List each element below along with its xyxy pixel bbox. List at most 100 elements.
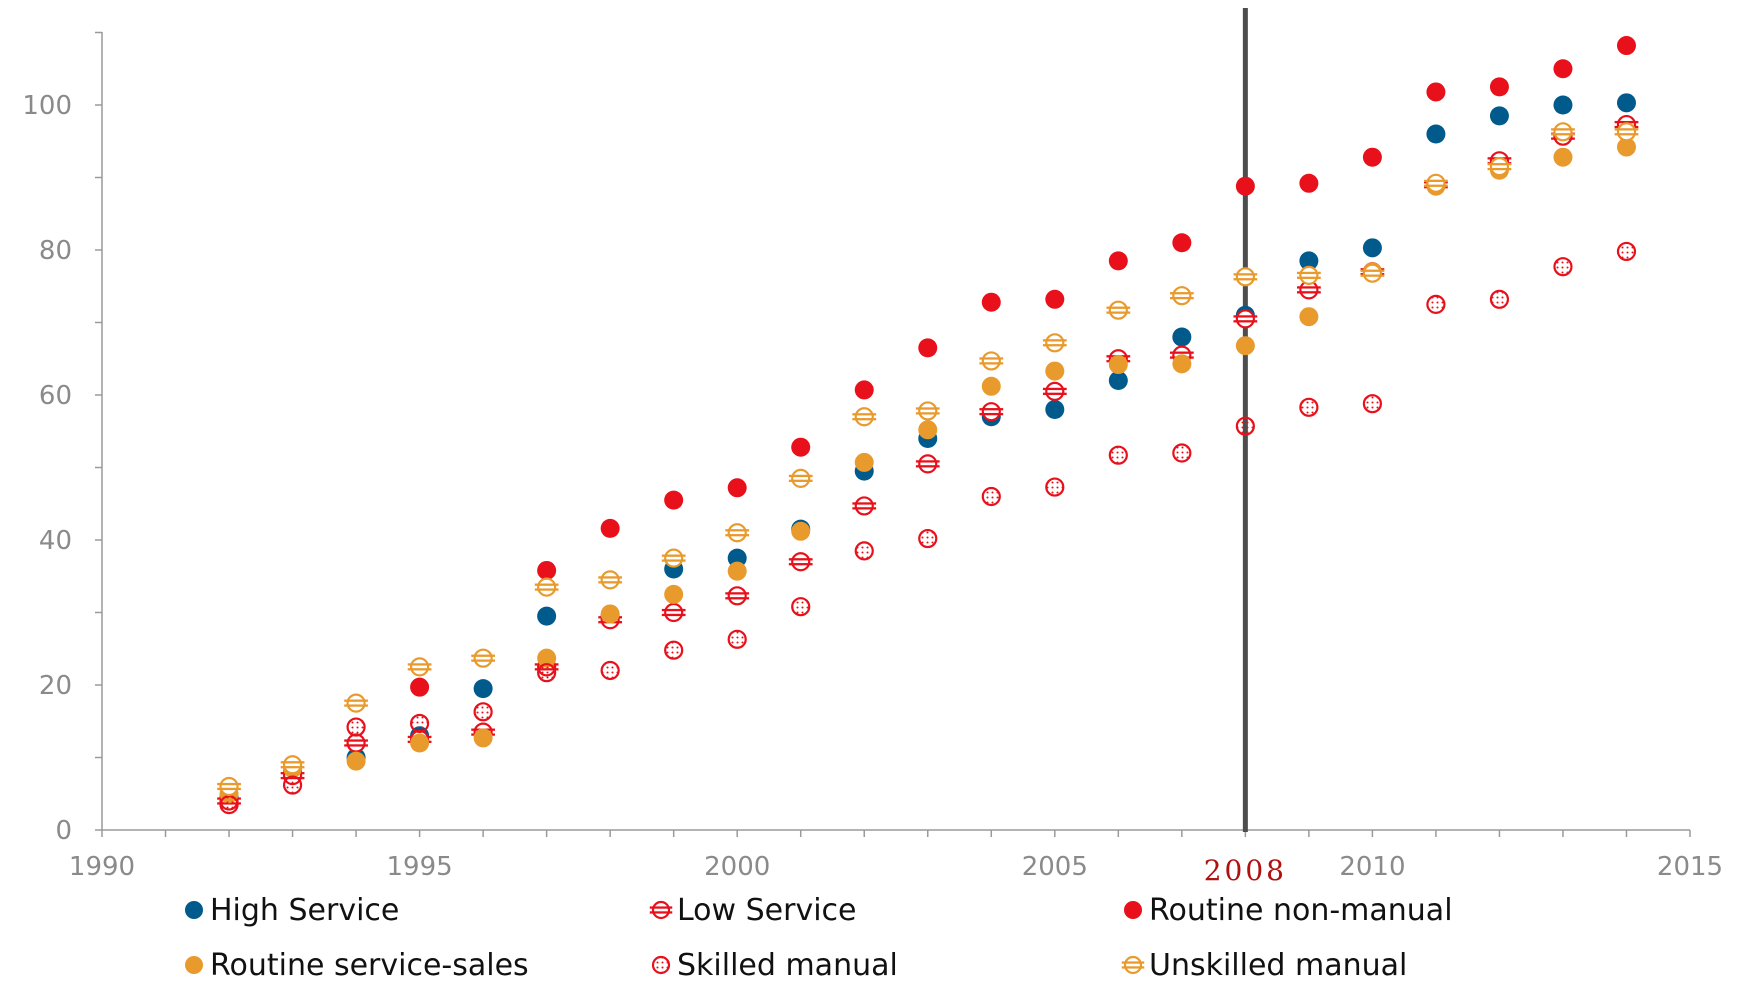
data-point xyxy=(791,437,811,457)
data-point xyxy=(346,751,366,771)
data-point xyxy=(1426,82,1446,102)
data-point xyxy=(1489,289,1510,309)
data-point xyxy=(854,541,874,561)
series-5 xyxy=(217,122,1639,797)
data-point xyxy=(598,570,623,590)
x-tick-label: 2005 xyxy=(1022,852,1088,882)
data-point xyxy=(915,454,940,474)
data-point xyxy=(1553,147,1573,167)
legend-item: Routine service-sales xyxy=(185,948,529,983)
legend-item: Skilled manual xyxy=(651,948,898,983)
data-point xyxy=(1616,36,1636,56)
data-point xyxy=(1426,124,1446,144)
data-point xyxy=(727,561,747,581)
data-point xyxy=(282,775,303,795)
data-point xyxy=(1108,251,1128,271)
data-point xyxy=(473,728,493,748)
data-point xyxy=(1553,59,1573,79)
data-point xyxy=(661,602,686,623)
data-point xyxy=(600,660,620,681)
data-point xyxy=(280,755,305,775)
data-point xyxy=(981,292,1001,312)
x-tick-label: 2000 xyxy=(704,852,770,882)
data-point xyxy=(1172,233,1192,253)
data-point xyxy=(410,733,430,753)
data-point xyxy=(1614,122,1639,142)
data-point xyxy=(1362,394,1383,414)
data-point xyxy=(1045,477,1065,497)
data-point xyxy=(1172,327,1192,347)
data-point xyxy=(600,604,620,624)
data-point xyxy=(918,528,938,549)
data-point xyxy=(1045,289,1065,309)
data-point xyxy=(979,351,1004,371)
data-point xyxy=(1489,106,1509,126)
data-point xyxy=(473,679,493,699)
data-point xyxy=(410,677,430,697)
y-tick-label: 20 xyxy=(39,671,72,701)
legend-marker xyxy=(185,956,203,974)
legend: High Service Low Service Routine non-manua… xyxy=(185,893,1453,983)
axis-ticks: 0 20 40 60 80 100 1990 1995 2000 2005 2010 2015 xyxy=(22,31,1723,882)
series-1 xyxy=(217,114,1639,811)
data-point xyxy=(1235,336,1255,356)
x-tick-label: 1990 xyxy=(69,852,135,882)
data-point xyxy=(1616,241,1637,262)
reference-line-label: 2008 xyxy=(1204,854,1287,887)
data-point xyxy=(1424,173,1448,193)
data-point xyxy=(219,795,239,815)
data-point xyxy=(852,407,877,427)
data-point xyxy=(1487,157,1512,177)
x-tick-label: 1995 xyxy=(387,852,453,882)
data-point xyxy=(727,629,747,649)
data-point xyxy=(1045,400,1065,419)
data-point xyxy=(1299,397,1319,417)
data-point xyxy=(1233,309,1258,329)
data-point xyxy=(915,401,940,421)
legend-marker xyxy=(185,901,203,919)
data-point xyxy=(537,606,557,626)
legend-label: Routine service-sales xyxy=(210,948,529,983)
data-point xyxy=(346,717,366,737)
data-point xyxy=(918,420,938,440)
legend-label: Routine non-manual xyxy=(1149,893,1453,928)
data-point xyxy=(1616,93,1636,113)
series-4 xyxy=(219,241,1637,815)
legend-marker xyxy=(1124,901,1142,919)
y-tick-label: 80 xyxy=(39,236,72,266)
data-point xyxy=(725,523,750,543)
data-point xyxy=(1299,307,1319,327)
legend-label: Skilled manual xyxy=(677,948,898,983)
data-point xyxy=(1553,257,1573,277)
series-0 xyxy=(219,93,1636,807)
legend-item: Routine non-manual xyxy=(1124,893,1453,928)
data-point xyxy=(1426,294,1446,314)
data-point xyxy=(918,338,938,358)
data-point xyxy=(471,648,495,668)
data-point xyxy=(344,733,368,753)
legend-marker xyxy=(1121,955,1145,975)
data-point xyxy=(1233,267,1258,287)
data-point xyxy=(854,380,874,400)
data-point xyxy=(344,693,368,713)
data-point xyxy=(473,702,493,722)
axes xyxy=(101,32,1690,831)
data-point xyxy=(1235,176,1255,196)
data-point xyxy=(788,468,813,488)
legend-marker xyxy=(649,900,673,920)
data-point xyxy=(1360,263,1385,283)
data-point xyxy=(725,586,750,606)
legend-item: Unskilled manual xyxy=(1121,948,1407,983)
data-point xyxy=(727,478,747,498)
data-point xyxy=(1362,238,1382,258)
data-point xyxy=(661,548,686,568)
data-point xyxy=(664,584,684,604)
data-point xyxy=(534,577,559,597)
y-tick-label: 40 xyxy=(39,526,72,556)
data-point xyxy=(981,486,1001,507)
data-point xyxy=(1616,137,1636,157)
data-point xyxy=(1042,381,1067,401)
data-point xyxy=(1553,95,1573,115)
data-point xyxy=(1489,77,1509,97)
